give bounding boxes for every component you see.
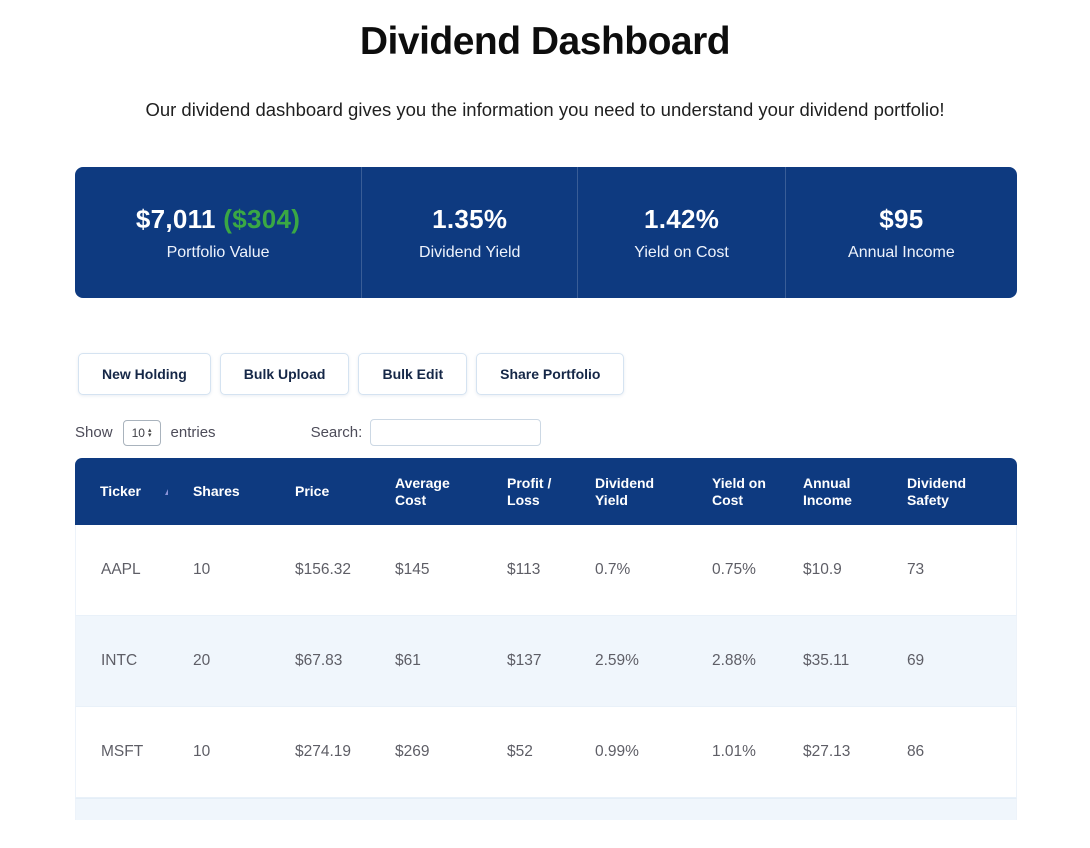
share-portfolio-button[interactable]: Share Portfolio xyxy=(476,353,625,395)
stats-bar: $7,011 ($304) Portfolio Value 1.35% Divi… xyxy=(75,167,1017,298)
dividend-safety-cell: 73 xyxy=(881,525,1017,616)
column-header-label: Ticker xyxy=(100,482,141,499)
annual-income-label: Annual Income xyxy=(848,243,955,261)
stat-annual-income: $95 Annual Income xyxy=(784,167,1017,298)
dividend-safety-cell: 86 xyxy=(881,707,1017,798)
table-row: AAPL 10 $156.32 $145 $113 0.7% 0.75% $10… xyxy=(75,525,1017,616)
price-cell: $156.32 xyxy=(269,525,371,616)
table-row: MSFT 10 $274.19 $269 $52 0.99% 1.01% $27… xyxy=(75,707,1017,798)
page-size-value: 10 xyxy=(131,425,145,440)
next-table-row-partial xyxy=(75,798,1017,820)
annual-income-cell: $35.11 xyxy=(777,616,882,707)
price-cell: $274.19 xyxy=(269,707,371,798)
toolbar: New Holding Bulk Upload Bulk Edit Share … xyxy=(78,353,1090,395)
profit-loss-cell: $113 xyxy=(482,525,570,616)
annual-income-cell: $27.13 xyxy=(777,707,882,798)
dividend-yield-cell: 2.59% xyxy=(569,616,687,707)
search-input[interactable] xyxy=(370,419,542,446)
stepper-down-icon: ▾ xyxy=(147,431,152,439)
column-header-annual-income[interactable]: Annual Income xyxy=(777,458,882,525)
yield-on-cost-cell: 0.75% xyxy=(686,525,778,616)
bulk-edit-button[interactable]: Bulk Edit xyxy=(358,353,468,395)
entries-label: entries xyxy=(170,424,216,441)
show-label: Show xyxy=(75,424,113,441)
column-header-dividend-yield[interactable]: Dividend Yield xyxy=(569,458,687,525)
profit-loss-cell: $137 xyxy=(482,616,570,707)
select-stepper-icon: ▴ ▾ xyxy=(147,426,152,439)
column-header-dividend-safety[interactable]: Dividend Safety xyxy=(881,458,1017,525)
portfolio-value-amount: $7,011 xyxy=(135,203,216,234)
page-title: Dividend Dashboard xyxy=(359,20,731,63)
average-cost-cell: $145 xyxy=(370,525,483,616)
dividend-yield-value: 1.35% xyxy=(432,203,508,234)
column-header-ticker[interactable]: Ticker ▲ xyxy=(75,458,173,525)
ticker-link[interactable]: INTC xyxy=(75,616,168,707)
column-header-average-cost[interactable]: Average Cost xyxy=(370,458,483,525)
table-header-row: Ticker ▲ Shares Price Average Cost Profit… xyxy=(75,458,1017,525)
new-holding-button[interactable]: New Holding xyxy=(78,353,211,395)
shares-cell: 10 xyxy=(167,707,270,798)
price-cell: $67.83 xyxy=(269,616,371,707)
page-subtitle: Our dividend dashboard gives you the inf… xyxy=(145,99,945,120)
portfolio-value: $7,011 ($304) xyxy=(136,204,300,235)
stat-yield-on-cost: 1.42% Yield on Cost xyxy=(577,167,784,298)
ticker-link[interactable]: AAPL xyxy=(75,525,168,616)
average-cost-cell: $269 xyxy=(370,707,483,798)
column-header-profit-loss[interactable]: Profit / Loss xyxy=(482,458,570,525)
yield-on-cost-cell: 1.01% xyxy=(686,707,778,798)
portfolio-value-label: Portfolio Value xyxy=(166,243,270,261)
column-header-price[interactable]: Price xyxy=(269,458,371,525)
dividend-safety-cell: 69 xyxy=(881,616,1017,707)
sort-ascending-icon: ▲ xyxy=(163,487,173,498)
average-cost-cell: $61 xyxy=(370,616,483,707)
yield-on-cost-value: 1.42% xyxy=(643,203,720,234)
yield-on-cost-label: Yield on Cost xyxy=(634,243,729,261)
table-controls: Show 10 ▴ ▾ entries Search: xyxy=(75,419,1090,446)
table-row: INTC 20 $67.83 $61 $137 2.59% 2.88% $35.… xyxy=(75,616,1017,707)
profit-loss-cell: $52 xyxy=(482,707,570,798)
column-header-shares[interactable]: Shares xyxy=(167,458,270,525)
search-label: Search: xyxy=(310,424,363,441)
shares-cell: 10 xyxy=(167,525,270,616)
stat-portfolio-value: $7,011 ($304) Portfolio Value xyxy=(75,167,361,298)
bulk-upload-button[interactable]: Bulk Upload xyxy=(219,353,350,395)
ticker-link[interactable]: MSFT xyxy=(75,707,168,798)
portfolio-value-change: ($304) xyxy=(223,203,301,234)
shares-cell: 20 xyxy=(167,616,270,707)
dividend-yield-cell: 0.99% xyxy=(569,707,687,798)
yield-on-cost-cell: 2.88% xyxy=(686,616,778,707)
annual-income-value: $95 xyxy=(879,203,924,234)
column-header-yield-on-cost[interactable]: Yield on Cost xyxy=(686,458,778,525)
dividend-yield-cell: 0.7% xyxy=(569,525,687,616)
annual-income-cell: $10.9 xyxy=(777,525,882,616)
page-size-select[interactable]: 10 ▴ ▾ xyxy=(122,419,161,446)
dividend-yield-label: Dividend Yield xyxy=(419,243,521,261)
stat-dividend-yield: 1.35% Dividend Yield xyxy=(361,167,577,298)
holdings-table: Ticker ▲ Shares Price Average Cost Profit… xyxy=(75,458,1017,798)
stepper-up-icon: ▴ xyxy=(147,426,152,434)
